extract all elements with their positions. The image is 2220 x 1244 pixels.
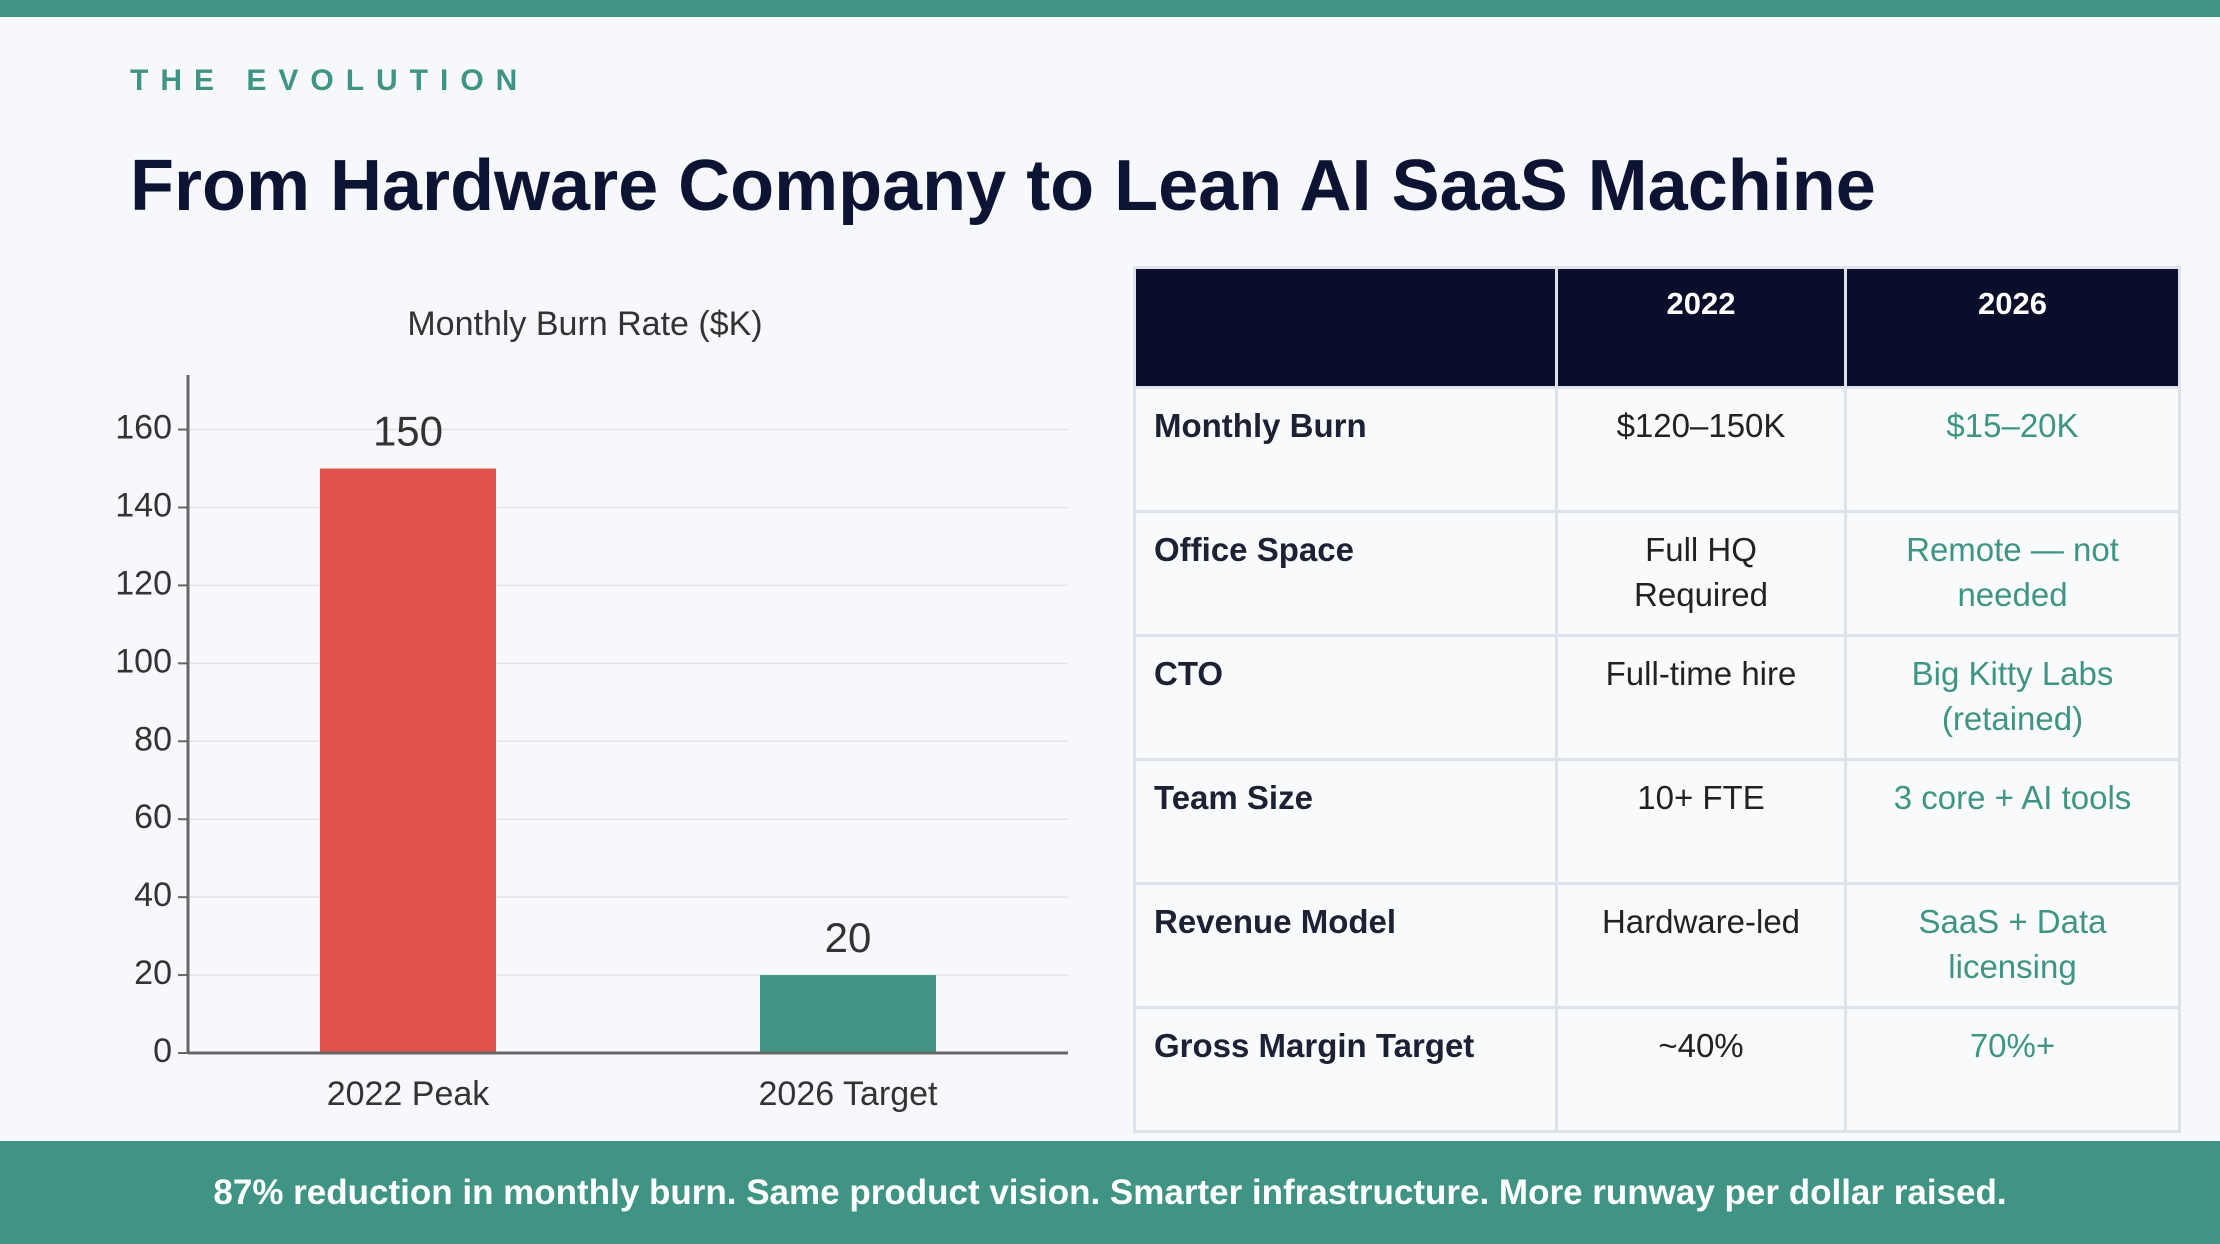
table-cell: Full HQ Required — [1555, 510, 1847, 637]
table-cell: Hardware-led — [1555, 882, 1847, 1009]
table-cell: Gross Margin Target — [1133, 1006, 1558, 1133]
bar — [320, 468, 496, 1054]
eyebrow: THE EVOLUTION — [130, 64, 530, 97]
y-tick-label: 40 — [134, 876, 172, 914]
table-row: CTO Full-time hire Big Kitty Labs (retaine… — [1133, 634, 2181, 761]
table-cell: Office Space — [1133, 510, 1558, 637]
bar — [760, 975, 936, 1053]
table-cell: SaaS + Data licensing — [1844, 882, 2181, 1009]
table-cell: CTO — [1133, 634, 1558, 761]
table-cell: Full-time hire — [1555, 634, 1847, 761]
table-cell: Revenue Model — [1133, 882, 1558, 1009]
table-body: Monthly Burn $120–150K $15–20K Office Space… — [1133, 386, 2181, 1133]
table-cell: $15–20K — [1844, 386, 2181, 513]
x-tick-label: 2022 Peak — [327, 1075, 491, 1113]
table-row: Team Size 10+ FTE 3 core + AI tools — [1133, 758, 2181, 885]
table-cell: $120–150K — [1555, 386, 1847, 513]
header-cell: 2026 — [1844, 266, 2181, 389]
header-cell: 2022 — [1555, 266, 1847, 389]
comparison-table: 2022 2026 Monthly Burn $120–150K $15–20K Off… — [1133, 266, 2181, 1133]
chart: Monthly Burn Rate ($K) 0 20 40 60 80 100 120 14… — [115, 305, 1068, 1113]
table-cell: Remote — not needed — [1844, 510, 2181, 637]
table-row: Revenue Model Hardware-led SaaS + Data lic… — [1133, 882, 2181, 1009]
table-cell: ~40% — [1555, 1006, 1847, 1133]
table-cell: Monthly Burn — [1133, 386, 1558, 513]
y-tick-label: 60 — [134, 798, 172, 836]
table-row: Gross Margin Target ~40% 70%+ — [1133, 1006, 2181, 1133]
y-tick-label: 120 — [115, 564, 172, 602]
header-cell — [1133, 266, 1558, 389]
y-tick-label: 80 — [134, 720, 172, 758]
y-tick-label: 160 — [115, 409, 172, 447]
x-tick-label: 2026 Target — [759, 1075, 939, 1113]
header-row: 2022 2026 — [1133, 266, 2181, 389]
table-cell: Big Kitty Labs (retained) — [1844, 634, 2181, 761]
y-tick-label: 20 — [134, 954, 172, 992]
footer: 87% reduction in monthly burn. Same prod… — [0, 1141, 2220, 1244]
table-cell: 70%+ — [1844, 1006, 2181, 1133]
y-tick-label: 140 — [115, 486, 172, 524]
value-label: 20 — [825, 914, 872, 961]
chart-title: Monthly Burn Rate ($K) — [407, 305, 762, 343]
y-tick-label: 0 — [153, 1032, 172, 1070]
y-tick-label: 100 — [115, 642, 172, 680]
top-bar — [0, 0, 2220, 17]
slide-title: From Hardware Company to Lean AI SaaS Ma… — [130, 146, 1876, 226]
table-row: Office Space Full HQ Required Remote — not… — [1133, 510, 2181, 637]
table-cell: 10+ FTE — [1555, 758, 1847, 885]
table-cell: Team Size — [1133, 758, 1558, 885]
value-label: 150 — [373, 408, 443, 455]
table-row: Monthly Burn $120–150K $15–20K — [1133, 386, 2181, 513]
table-cell: 3 core + AI tools — [1844, 758, 2181, 885]
